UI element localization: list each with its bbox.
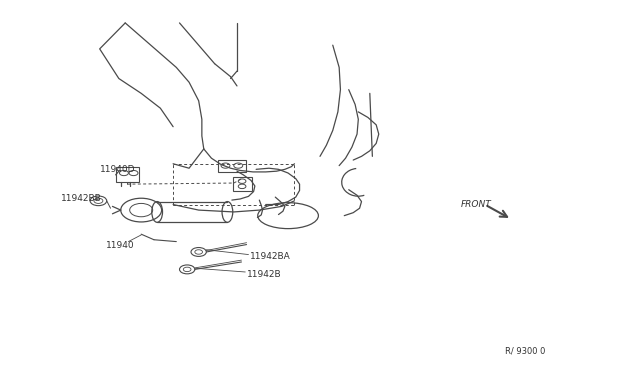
Text: 11942BA: 11942BA bbox=[250, 252, 291, 261]
Text: 11942B: 11942B bbox=[246, 270, 281, 279]
Text: 11942BB: 11942BB bbox=[61, 195, 102, 203]
Text: 11940: 11940 bbox=[106, 241, 134, 250]
Text: FRONT: FRONT bbox=[461, 200, 492, 209]
Text: R/ 9300 0: R/ 9300 0 bbox=[505, 346, 545, 355]
Text: 11940D: 11940D bbox=[100, 165, 135, 174]
